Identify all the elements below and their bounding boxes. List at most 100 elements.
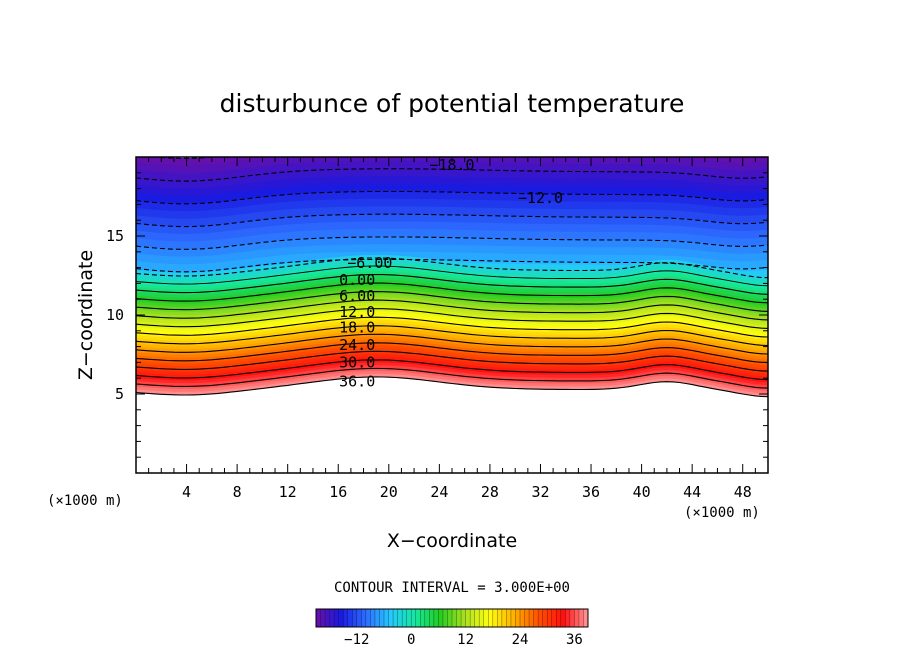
colorbar-segment (338, 609, 344, 627)
colorbar-segment (438, 609, 444, 627)
x-tick-label: 8 (233, 483, 242, 501)
colorbar-segment (442, 609, 448, 627)
contour-line (136, 325, 768, 347)
x-axis: 4 8 12 16 20 24 28 32 36 40 44 48 (148, 157, 756, 501)
x-tick-label: 4 (182, 483, 191, 501)
colorbar-segment (411, 609, 417, 627)
colorbar-segment (402, 609, 407, 627)
x-axis-label: X−coordinate (387, 530, 517, 552)
colorbar-segment (447, 609, 453, 627)
colorbar-segment (488, 609, 494, 627)
colorbar-segment (384, 609, 389, 627)
colorbar-segment (569, 609, 575, 627)
colorbar-segment (347, 609, 353, 627)
contour-line (136, 299, 768, 321)
colorbar-segment (361, 609, 367, 627)
y-tick-label: 5 (115, 385, 124, 403)
contour-line (136, 308, 768, 329)
x-unit-right: (×1000 m) (684, 505, 760, 521)
contour-line (136, 342, 768, 364)
chart-title: disturbunce of potential temperature (220, 89, 685, 118)
colorbar-segment (547, 609, 553, 627)
contour-label: −12.0 (518, 189, 563, 207)
x-tick-label: 48 (734, 483, 752, 501)
colorbar-segment (370, 609, 376, 627)
colorbar-segment (320, 609, 326, 627)
contour-line (136, 282, 768, 304)
colorbar-segment (542, 609, 548, 627)
contour-line (136, 291, 768, 312)
colorbar-segment (420, 609, 426, 627)
y-axis: 5 10 15 (106, 172, 768, 458)
contour-label: 0.00 (339, 271, 375, 289)
colorbar-segment (574, 609, 580, 627)
x-tick-label: 32 (531, 483, 549, 501)
contour-label: 30.0 (339, 353, 375, 371)
colorbar-segment (461, 609, 466, 627)
colorbar-segment (497, 609, 503, 627)
contour-label: 24.0 (339, 336, 375, 354)
colorbar-segment (329, 609, 335, 627)
colorbar-segment (583, 609, 589, 627)
x-unit-left: (×1000 m) (47, 493, 123, 509)
colorbar-segment (520, 609, 525, 627)
colorbar-tick-label: −12 (344, 632, 369, 648)
contour-line (136, 190, 768, 205)
contour-line (136, 350, 768, 372)
colorbar-segment (533, 609, 539, 627)
colorbar-segment (492, 609, 498, 627)
contour-line (136, 258, 768, 273)
colorbar-tick-label: 12 (457, 632, 474, 648)
colorbar-segment (506, 609, 512, 627)
contour-label: 36.0 (339, 372, 375, 390)
colorbar-tick-label: 24 (512, 632, 529, 648)
contour-label: −6.00 (347, 254, 392, 272)
colorbar-segment (479, 609, 485, 627)
x-tick-label: 12 (279, 483, 297, 501)
x-tick-label: 24 (430, 483, 448, 501)
x-tick-label: 20 (380, 483, 398, 501)
colorbar-tick-label: 36 (566, 632, 583, 648)
colorbar-segment (429, 609, 435, 627)
colorbar-segment (515, 609, 521, 627)
colorbar-frame (315, 608, 589, 628)
colorbar-segment (538, 609, 543, 627)
contour-line (136, 213, 768, 228)
colorbar-segment (551, 609, 557, 627)
contour-line (136, 168, 768, 182)
colorbar-segment (374, 609, 380, 627)
colorbar-segment (393, 609, 398, 627)
y-tick-label: 15 (106, 227, 124, 245)
colorbar-segment (406, 609, 412, 627)
colorbar-segment (474, 609, 480, 627)
colorbar-segment (415, 609, 421, 627)
colorbar-segment (325, 609, 330, 627)
contour-line (136, 257, 768, 279)
colorbar-segment (565, 609, 571, 627)
y-tick-label: 10 (106, 306, 124, 324)
x-tick-label: 28 (481, 483, 499, 501)
colorbar-segment (388, 609, 394, 627)
colorbar-segment (560, 609, 566, 627)
contour-label: −18.0 (429, 156, 474, 174)
colorbar-segment (433, 609, 439, 627)
colorbar-segment (483, 609, 489, 627)
colorbar-segment (465, 609, 471, 627)
colorbar-segment (556, 609, 562, 627)
contour-field (136, 157, 768, 398)
contour-line (136, 333, 768, 355)
colorbar-segment (316, 609, 321, 627)
colorbar-segment (365, 609, 371, 627)
contour-line (136, 265, 768, 287)
contour-lines (136, 157, 768, 398)
colorbar-segment (452, 609, 457, 627)
x-tick-label: 40 (633, 483, 651, 501)
y-axis-label: Z−coordinate (75, 250, 97, 380)
x-tick-label: 44 (683, 483, 701, 501)
contour-line (136, 236, 768, 250)
colorbar-segment (379, 609, 385, 627)
colorbar-segment (356, 609, 362, 627)
colorbar-segment (456, 609, 462, 627)
contour-label: 6.00 (339, 287, 375, 305)
